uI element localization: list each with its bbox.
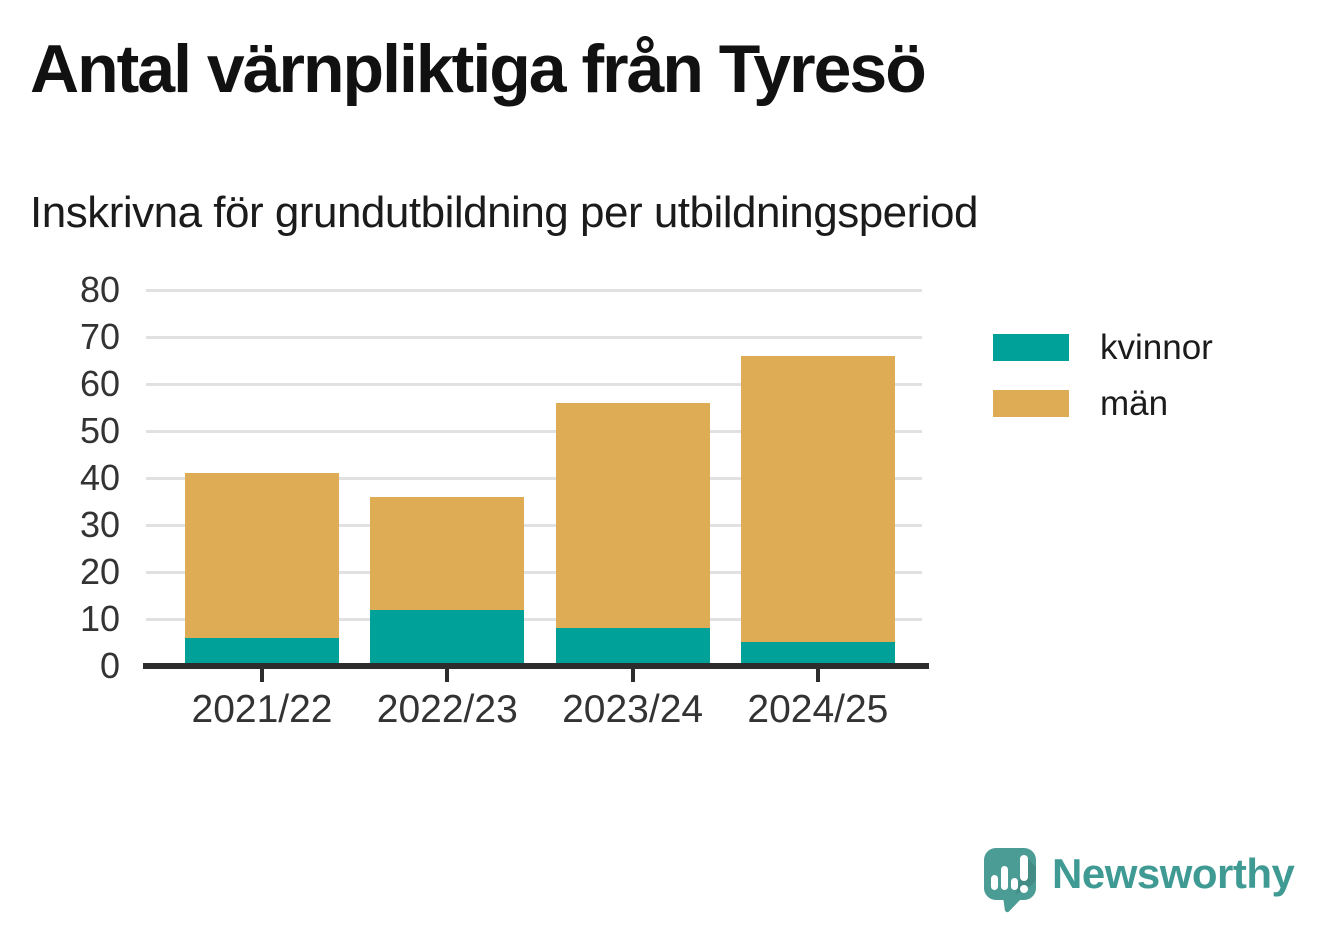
x-tick (630, 669, 635, 682)
gridline (146, 476, 922, 480)
y-tick-label: 60 (79, 363, 120, 404)
gridline (146, 429, 922, 433)
bar-stack (555, 402, 710, 666)
y-tick-label: 20 (79, 551, 120, 592)
x-tick-label: 2022/23 (376, 688, 518, 731)
bar-segment-kvinnor-2024/25 (740, 642, 895, 666)
y-tick-label: 70 (79, 316, 120, 357)
gridline (146, 382, 922, 386)
x-tick (815, 669, 820, 682)
bar-segment-män-2024/25 (740, 355, 895, 643)
x-tick-label: 2024/25 (747, 688, 889, 731)
x-axis-line (143, 663, 929, 669)
x-tick (260, 669, 264, 682)
bar-stack (370, 496, 525, 666)
y-tick-label: 0 (99, 645, 120, 686)
legend-swatch-kvinnor (993, 334, 1069, 361)
y-tick-label: 10 (79, 598, 120, 639)
bar-segment-kvinnor-2022/23 (370, 609, 525, 666)
y-tick-label: 50 (79, 410, 120, 451)
y-tick-label: 30 (79, 504, 120, 545)
gridline (146, 523, 922, 527)
gridline (146, 570, 922, 574)
chart-title: Antal värnpliktiga från Tyresö (30, 31, 927, 107)
bar-stack (185, 473, 339, 666)
bar-stack (740, 355, 895, 666)
legend-label-män: män (1100, 384, 1169, 423)
gridline (146, 335, 922, 339)
newsworthy-logo: Newsworthy (978, 843, 1295, 923)
gridline (146, 288, 922, 292)
x-tick-label: 2021/22 (191, 688, 333, 731)
y-tick-label: 80 (79, 269, 120, 310)
chart-subtitle: Inskrivna för grundutbildning per utbild… (30, 188, 979, 237)
bar-segment-män-2023/24 (555, 402, 710, 629)
legend-item-kvinnor: kvinnor (993, 328, 1213, 367)
x-tick (445, 669, 450, 682)
x-tick-label: 2023/24 (562, 688, 704, 731)
gridline (146, 617, 922, 621)
legend: kvinnor män (993, 328, 1213, 446)
legend-label-kvinnor: kvinnor (1100, 328, 1213, 367)
newsworthy-logo-text: Newsworthy (1052, 850, 1295, 897)
y-tick-label: 40 (79, 457, 120, 498)
legend-swatch-män (993, 390, 1069, 417)
newsworthy-logo-icon (984, 848, 1036, 913)
legend-item-män: män (993, 384, 1213, 423)
bar-segment-kvinnor-2023/24 (555, 628, 710, 666)
bar-segment-män-2022/23 (370, 496, 525, 610)
bar-segment-kvinnor-2021/22 (185, 637, 339, 666)
bar-segment-män-2021/22 (185, 473, 339, 638)
